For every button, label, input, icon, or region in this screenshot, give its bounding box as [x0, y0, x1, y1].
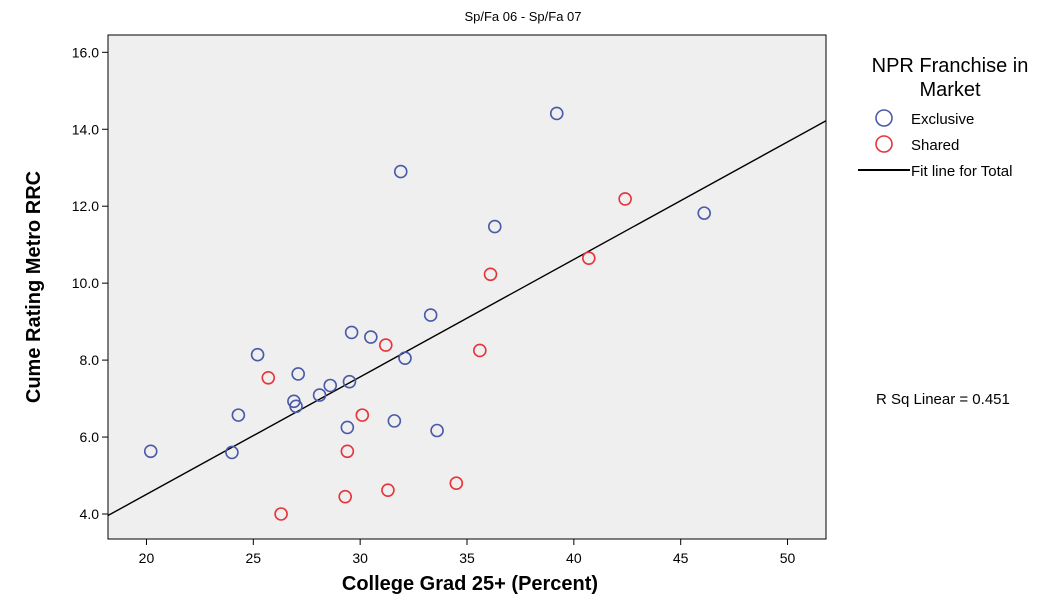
y-tick-label: 4.0 — [80, 506, 100, 522]
data-point-exclusive — [387, 414, 402, 428]
x-tick-label: 40 — [566, 550, 582, 566]
data-point-exclusive — [231, 408, 246, 422]
x-tick-label: 30 — [352, 550, 368, 566]
r-squared-annotation: R Sq Linear = 0.451 — [876, 391, 1010, 408]
data-point-exclusive — [225, 445, 239, 460]
x-tick-label: 35 — [459, 550, 475, 566]
data-point-shared — [338, 489, 352, 504]
legend: NPR Franchise in Market Exclusive Shared… — [858, 55, 1028, 180]
x-tick-label: 45 — [673, 550, 689, 566]
data-point-shared — [261, 370, 276, 385]
data-point-exclusive — [398, 351, 412, 365]
data-point-shared — [340, 444, 355, 459]
y-tick-label: 12.0 — [72, 198, 99, 214]
y-tick-label: 6.0 — [80, 429, 100, 445]
data-point-shared — [355, 408, 370, 422]
data-point-exclusive — [344, 325, 359, 340]
data-point-shared — [483, 267, 498, 282]
legend-label-shared: Shared — [911, 137, 959, 154]
y-tick-label: 8.0 — [80, 352, 100, 368]
data-point-shared — [618, 192, 632, 206]
data-point-shared — [274, 507, 288, 521]
data-point-shared — [449, 476, 464, 491]
data-point-exclusive — [289, 399, 303, 414]
data-point-exclusive — [291, 367, 305, 381]
y-tick-label: 14.0 — [72, 121, 99, 137]
y-tick-label: 16.0 — [72, 44, 99, 60]
data-point-exclusive — [143, 444, 158, 459]
legend-title-line2: Market — [919, 79, 981, 101]
data-point-exclusive — [549, 106, 564, 121]
data-points — [143, 106, 711, 521]
fit-line-group — [107, 120, 827, 517]
axis-ticks: 20 25 30 35 40 45 50 4.0 6.0 8.0 10.0 12.0 14.0 16.0 — [72, 44, 796, 566]
data-point-shared — [473, 343, 487, 358]
data-point-exclusive — [340, 420, 355, 435]
plot-area — [107, 34, 827, 540]
x-tick-label: 25 — [246, 550, 262, 566]
data-point-exclusive — [342, 374, 357, 389]
legend-marker-shared — [875, 135, 893, 153]
data-point-exclusive — [364, 330, 378, 344]
data-point-exclusive — [487, 219, 502, 234]
data-point-shared — [582, 251, 596, 265]
legend-marker-exclusive — [875, 109, 893, 127]
data-point-exclusive — [697, 206, 711, 220]
legend-title-line1: NPR Franchise in — [872, 55, 1029, 77]
data-point-exclusive — [323, 378, 338, 393]
legend-label-exclusive: Exclusive — [911, 111, 974, 128]
x-axis-title: College Grad 25+ (Percent) — [342, 573, 598, 595]
y-axis-title: Cume Rating Metro RRC — [23, 171, 45, 403]
data-point-exclusive — [423, 308, 438, 322]
legend-label-fit-line: Fit line for Total — [911, 163, 1012, 180]
x-tick-label: 50 — [780, 550, 796, 566]
chart-title: Sp/Fa 06 - Sp/Fa 07 — [464, 9, 581, 24]
data-point-shared — [378, 338, 393, 352]
fit-line — [107, 120, 827, 517]
data-point-shared — [381, 483, 395, 497]
data-point-exclusive — [393, 164, 408, 179]
data-point-exclusive — [430, 423, 444, 438]
y-tick-label: 10.0 — [72, 275, 99, 291]
data-point-exclusive — [312, 388, 327, 402]
x-tick-label: 20 — [139, 550, 155, 566]
data-point-exclusive — [250, 347, 265, 362]
